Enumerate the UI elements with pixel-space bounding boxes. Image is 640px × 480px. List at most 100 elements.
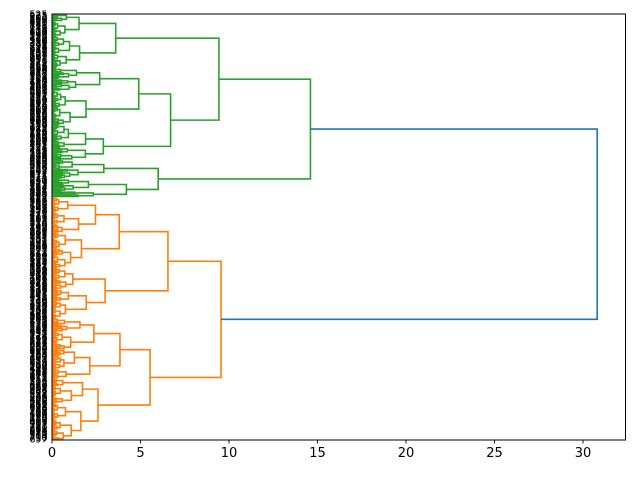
leaf-label: 730 (29, 413, 47, 424)
dendrogram-link (52, 144, 60, 148)
leaf-label: 641 (29, 326, 47, 337)
leaf-label: 111 (29, 284, 47, 295)
dendrogram-link (52, 13, 59, 17)
dendrogram-link (52, 184, 65, 188)
dendrogram-link (52, 161, 61, 165)
dendrogram-link (52, 371, 57, 375)
leaf-label: 163 (29, 147, 47, 158)
dendrogram-link (52, 59, 59, 63)
leaf-label: 615 (29, 373, 47, 384)
dendrogram-link (60, 424, 73, 437)
leaf-label: 366 (29, 196, 47, 207)
leaf-label: 651 (29, 55, 47, 66)
leaf-label: 657 (29, 434, 47, 445)
dendrogram-link (85, 77, 140, 110)
leaf-label: 790 (29, 433, 47, 444)
dendrogram-link (52, 235, 57, 239)
leaf-label: 686 (29, 132, 47, 143)
leaf-label: 496 (29, 363, 47, 374)
leaf-label: 720 (29, 352, 47, 363)
leaf-label: 800 (29, 15, 47, 26)
leaf-label: 419 (29, 146, 47, 157)
dendrogram-link (52, 322, 59, 326)
dendrogram-link (52, 150, 63, 154)
leaf-label: 623 (29, 241, 47, 252)
leaf-label: 265 (29, 382, 47, 393)
dendrogram-link (52, 270, 58, 274)
leaf-label: 194 (29, 412, 47, 423)
leaf-label: 457 (29, 68, 47, 79)
leaf-label: 453 (29, 417, 47, 428)
leaf-label: 520 (29, 18, 47, 29)
leaf-label: 440 (29, 270, 47, 281)
leaf-label: 623 (29, 277, 47, 288)
dendrogram-link (52, 279, 59, 283)
leaf-label: 630 (29, 380, 47, 391)
leaf-label: 865 (29, 227, 47, 238)
leaf-label: 956 (29, 162, 47, 173)
leaf-label: 811 (29, 21, 47, 32)
leaf-label: 241 (29, 145, 47, 156)
leaf-label: 862 (29, 400, 47, 411)
leaf-label: 876 (29, 285, 47, 296)
leaf-label: 789 (29, 200, 47, 211)
x-axis-tick-label: 20 (398, 446, 415, 461)
leaf-label: 119 (29, 255, 47, 266)
leaf-label: 384 (29, 369, 47, 380)
leaf-label: 179 (29, 298, 47, 309)
x-axis-tick-label: 5 (136, 446, 144, 461)
leaf-label: 158 (29, 292, 47, 303)
leaf-label: 710 (29, 220, 47, 231)
leaf-label: 338 (29, 328, 47, 339)
leaf-label: 108 (29, 118, 47, 129)
leaf-label: 529 (29, 322, 47, 333)
dendrogram-link (55, 30, 61, 36)
leaf-label: 904 (29, 28, 47, 39)
leaf-label: 938 (29, 301, 47, 312)
dendrogram-link (52, 76, 58, 80)
leaf-label: 186 (29, 274, 47, 285)
leaf-label: 369 (29, 265, 47, 276)
leaf-label: 183 (29, 262, 47, 273)
leaf-label: 557 (29, 329, 47, 340)
dendrogram-link (52, 72, 64, 76)
dendrogram-link (52, 126, 57, 130)
leaf-label: 646 (29, 268, 47, 279)
leaf-label: 864 (29, 250, 47, 261)
dendrogram-link (52, 87, 61, 91)
leaf-label: 386 (29, 399, 47, 410)
leaf-label: 502 (29, 393, 47, 404)
leaf-label: 598 (29, 31, 47, 42)
leaf-label: 377 (29, 170, 47, 181)
dendrogram-link (52, 178, 60, 182)
leaf-label: 973 (29, 370, 47, 381)
leaf-label: 537 (29, 321, 47, 332)
leaf-label: 326 (29, 376, 47, 387)
leaf-label: 149 (29, 24, 47, 35)
leaf-label: 885 (29, 139, 47, 150)
leaf-label: 872 (29, 58, 47, 69)
leaf-label: 612 (29, 346, 47, 357)
leaf-label: 486 (29, 386, 47, 397)
leaf-label: 289 (29, 62, 47, 73)
leaf-label: 907 (29, 419, 47, 430)
dendrogram-link (52, 289, 58, 293)
dendrogram-link (52, 229, 59, 233)
leaf-label: 845 (29, 291, 47, 302)
leaf-label: 164 (29, 75, 47, 86)
dendrogram-link (57, 371, 67, 378)
leaf-label: 797 (29, 420, 47, 431)
leaf-label: 861 (29, 424, 47, 435)
leaf-label: 242 (29, 166, 47, 177)
leaf-label: 593 (29, 377, 47, 388)
dendrogram-link (52, 296, 58, 300)
dendrogram-link (67, 204, 97, 225)
dendrogram-link (66, 356, 91, 375)
leaf-label: 824 (29, 101, 47, 112)
leaf-label: 551 (29, 143, 47, 154)
dendrogram-link (52, 79, 63, 83)
leaf-label: 226 (29, 133, 47, 144)
dendrogram-link (103, 167, 159, 191)
